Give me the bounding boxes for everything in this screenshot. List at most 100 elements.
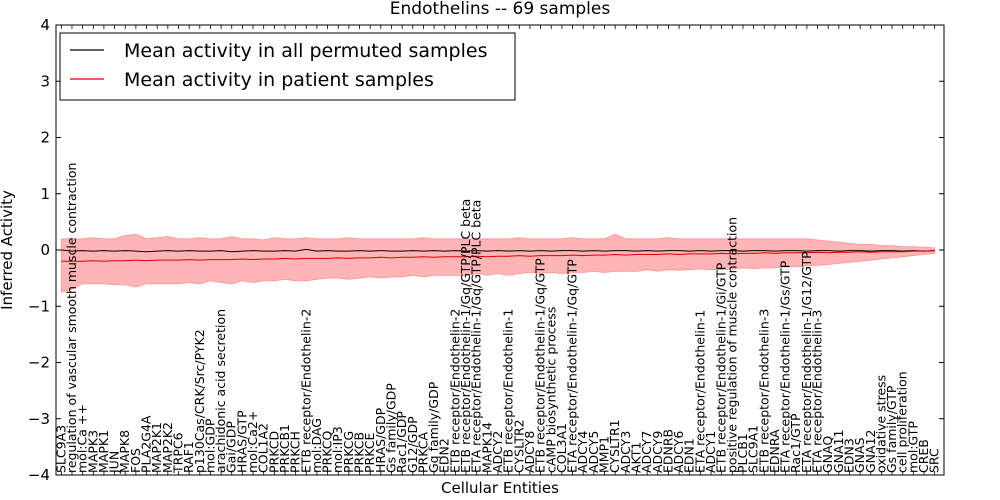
y-tick-label: 1 (40, 185, 50, 203)
entity-label: PRKCB1 (277, 424, 292, 473)
entity-label: ETB receptor/Endothelin-1/Gi/GTP (714, 262, 729, 473)
entity-label: oxidative stress (873, 375, 888, 473)
plot-area (60, 233, 936, 293)
entity-label: MAP2K2 (160, 422, 175, 473)
entity-label: ETB receptor/Endothelin-1/Gq/GTP (533, 258, 548, 473)
entity-label: Gs family/GTP (884, 385, 899, 473)
entity-label: ADCY3 (618, 431, 633, 473)
entity-label: ETA receptor/Endothelin-1/Gq/GTP (565, 259, 580, 473)
entity-label: PRKCB (352, 432, 367, 473)
y-axis-label: Inferred Activity (0, 190, 16, 310)
entity-label: ADCY2 (490, 431, 505, 473)
y-tick-label: −1 (28, 297, 50, 315)
entity-label: mol:DAG (309, 418, 324, 473)
legend-label-permuted: Mean activity in all permuted samples (124, 40, 487, 62)
entity-label: PRKCG (341, 431, 356, 473)
entity-label: ETB receptor/Endothelin-1/Gq/GTP/PLC bet… (458, 199, 473, 473)
entity-label: ETB receptor/Endothelin-2 (447, 309, 462, 473)
entity-label: EDNRA (767, 429, 782, 473)
entity-label: CYSLTR2 (511, 419, 526, 473)
entity-label: SLC9A3 (53, 425, 68, 473)
entity-label: ADCY9 (650, 431, 665, 473)
entity-label: SLC9A1 (746, 425, 761, 473)
entity-label: positive regulation of muscle contractio… (724, 217, 739, 473)
entity-label: regulation of vascular smooth muscle con… (64, 163, 79, 473)
entity-label: mol:IP3 (330, 426, 345, 473)
entity-label: PRKCH (288, 431, 303, 473)
entity-label: mol:Ca ++ (75, 404, 90, 473)
entity-label: JUN (107, 451, 122, 474)
entity-label: RAF1 (181, 441, 196, 473)
legend-label-patient: Mean activity in patient samples (124, 69, 434, 91)
entity-label: GNAQ (820, 436, 835, 473)
entity-label: ADCY4 (575, 431, 590, 473)
entity-label: FOS (128, 448, 143, 473)
entity-label: p130Cas/CRK/Src/PYK2 (192, 329, 207, 473)
entity-label: MAPK8 (117, 430, 132, 473)
entity-label: PRKCE (362, 433, 377, 473)
entity-label: ETB receptor/Endothelin-1 (501, 309, 516, 473)
entity-label: Rac1/GDP (394, 411, 409, 473)
y-tick-label: −2 (28, 354, 50, 372)
entity-label: G12/GDP (405, 416, 420, 473)
entity-label: Gai/GDP (224, 421, 239, 473)
x-axis (60, 25, 936, 475)
chart-title: Endothelins -- 69 samples (390, 0, 611, 19)
entity-label: TRPC6 (171, 432, 186, 474)
entity-label: cAMP biosynthetic process (543, 307, 558, 473)
entity-label: COL1A2 (256, 423, 271, 473)
entity-label: ADCY1 (703, 431, 718, 473)
entity-label: MAPK14 (479, 422, 494, 473)
entity-label: EDNRB (660, 429, 675, 473)
entity-label: EDN3 (842, 438, 857, 473)
entity-label: CYSLTR1 (607, 419, 622, 473)
entity-label: ETA receptor/Endothelin-1 (692, 310, 707, 473)
entity-label: HRAS/GTP (234, 410, 249, 473)
entity-label: Rac1/GTP (788, 413, 803, 473)
entity-label: PRKCQ (320, 431, 335, 473)
entity-label: PRKCD (266, 431, 281, 473)
legend: Mean activity in all permuted samples Me… (59, 32, 516, 101)
entity-label: EDN1 (682, 438, 697, 473)
y-axis: −4 −3 −2 −1 0 1 2 3 4 (28, 16, 944, 484)
entity-label: GNA11 (831, 430, 846, 474)
entity-label: ADCY7 (639, 431, 654, 473)
entity-label: ETA receptor/Endothelin-1/G12/GTP (799, 251, 814, 473)
entity-label: cell proliferation (895, 371, 910, 473)
entity-label: SRC (927, 448, 942, 473)
entity-label: CREB (916, 439, 931, 473)
entity-label: MMP1 (597, 436, 612, 473)
entity-label: ADCY8 (522, 431, 537, 473)
entity-label: Gs family/GDP (384, 383, 399, 473)
entity-label: PLA2G4A (139, 415, 154, 473)
entity-label: EDN2 (437, 438, 452, 473)
entity-label: PRKCA (415, 432, 430, 473)
entity-label: ETA receptor/Endothelin-3 (810, 310, 825, 473)
entity-label: ADCY6 (671, 431, 686, 473)
entity-label: GNA12 (863, 430, 878, 474)
entity-label: PLCB1 (735, 433, 750, 473)
entity-label: Gq family/GDP (426, 381, 441, 473)
entity-label: ETB receptor/Endothelin-2 (298, 309, 313, 473)
entity-label: mol:GTP (905, 421, 920, 473)
y-tick-label: −3 (28, 410, 50, 428)
entity-label: mol:Ca2+ (245, 411, 260, 473)
entity-label: HRAS/GDP (373, 407, 388, 473)
entity-label: ETA receptor/Endothelin-1/Gq/GTP/PLC bet… (469, 200, 484, 473)
variability-band (60, 233, 936, 293)
entity-label: MAPK1 (96, 430, 111, 473)
entity-label: MAPK3 (85, 430, 100, 473)
y-tick-label: 2 (40, 129, 50, 147)
y-tick-label: 0 (40, 241, 50, 259)
y-tick-label: −4 (28, 466, 50, 484)
permuted-mean-line (61, 248, 935, 253)
plot-frame (55, 24, 945, 476)
y-tick-label: 4 (40, 16, 50, 34)
entity-label: COL3A1 (554, 423, 569, 473)
x-axis-label: Cellular Entities (441, 479, 559, 497)
legend-box (59, 32, 516, 101)
entity-label: ADCY5 (586, 431, 601, 473)
y-tick-label: 3 (40, 72, 50, 90)
entity-label: ETA receptor/Endothelin-1/Gs/GTP (778, 260, 793, 473)
